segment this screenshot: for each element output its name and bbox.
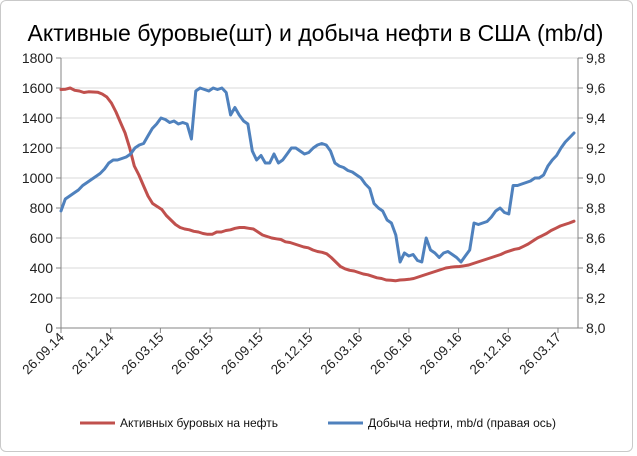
y-right-tick-label: 9,6 bbox=[586, 80, 606, 96]
legend-label: Добыча нефти, mb/d (правая ось) bbox=[368, 416, 556, 430]
y-left-tick-label: 1600 bbox=[22, 80, 53, 96]
y-left-tick-labels: 0 200 400 600 800 1000 1200 1400 1600 1800 bbox=[22, 50, 53, 336]
x-tick-label: 26.09.16 bbox=[417, 330, 465, 378]
axes bbox=[56, 57, 583, 333]
rigs-series-line bbox=[59, 86, 576, 283]
y-right-tick-label: 9,2 bbox=[586, 140, 606, 156]
y-left-tick-label: 1200 bbox=[22, 140, 53, 156]
y-right-tick-label: 8,8 bbox=[586, 200, 606, 216]
x-tick-labels: 26.09.14 26.12.14 26.03.15 26.06.15 26.09.15… bbox=[19, 329, 564, 377]
x-tick-label: 26.12.14 bbox=[69, 329, 117, 377]
x-tick-label: 26.03.15 bbox=[119, 330, 167, 378]
series-lines bbox=[59, 86, 576, 283]
gridlines bbox=[61, 57, 578, 329]
y-right-tick-label: 8,6 bbox=[586, 230, 606, 246]
x-tick-label: 26.12.16 bbox=[467, 330, 515, 378]
y-left-tick-label: 1000 bbox=[22, 170, 53, 186]
y-left-tick-label: 200 bbox=[30, 290, 54, 306]
x-tick-label: 26.03.17 bbox=[516, 330, 564, 378]
y-left-tick-label: 1800 bbox=[22, 50, 53, 66]
y-right-tick-label: 9,0 bbox=[586, 170, 606, 186]
x-tick-label: 26.03.16 bbox=[318, 330, 366, 378]
chart-title: Активные буровые(шт) и добыча нефти в СШ… bbox=[27, 20, 604, 46]
x-tick-label: 26.12.15 bbox=[268, 330, 316, 378]
x-tick-label: 26.09.15 bbox=[218, 330, 266, 378]
production-series-line bbox=[59, 86, 576, 264]
y-left-tick-label: 400 bbox=[30, 260, 54, 276]
x-tick-label: 26.06.15 bbox=[168, 330, 216, 378]
x-tick-label: 26.06.16 bbox=[367, 330, 415, 378]
y-left-tick-label: 600 bbox=[30, 230, 54, 246]
y-left-tick-label: 1400 bbox=[22, 110, 53, 126]
y-right-tick-label: 8,0 bbox=[586, 320, 606, 336]
y-left-tick-label: 0 bbox=[45, 320, 53, 336]
y-right-tick-label: 8,2 bbox=[586, 290, 606, 306]
legend: Активных буровых на нефть Добыча нефти, m… bbox=[80, 416, 556, 430]
y-right-tick-label: 9,8 bbox=[586, 50, 606, 66]
y-right-tick-label: 8,4 bbox=[586, 260, 606, 276]
y-left-tick-label: 800 bbox=[30, 200, 54, 216]
y-right-tick-labels: 8,0 8,2 8,4 8,6 8,8 9,0 9,2 9,4 9,6 9,8 bbox=[586, 50, 606, 336]
x-tick-label: 26.09.14 bbox=[19, 329, 67, 377]
y-right-tick-label: 9,4 bbox=[586, 110, 606, 126]
legend-label: Активных буровых на нефть bbox=[120, 416, 278, 430]
